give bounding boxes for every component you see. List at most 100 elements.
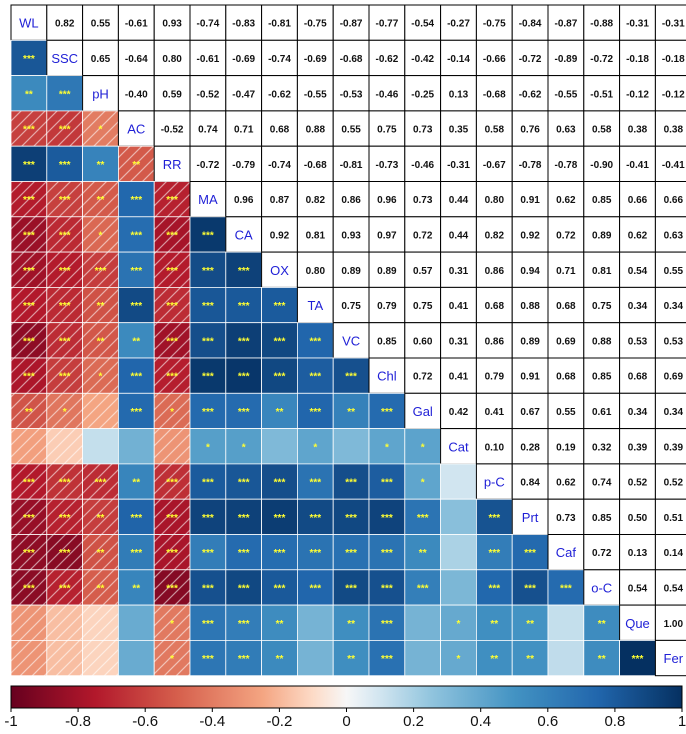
value-cell xyxy=(440,145,477,182)
value-cell xyxy=(261,39,298,77)
value-cell xyxy=(189,39,227,77)
correlation-value: 0.13 xyxy=(449,89,469,100)
significance-mark: *** xyxy=(345,548,357,559)
correlation-value: 0.73 xyxy=(556,513,576,524)
significance-mark: ** xyxy=(598,619,606,630)
negative-hatch xyxy=(11,110,47,147)
correlation-value: 0.91 xyxy=(520,372,540,383)
significance-mark: * xyxy=(170,619,174,630)
correlation-value: 0.55 xyxy=(341,125,361,136)
significance-mark: *** xyxy=(23,336,35,347)
significance-mark: *** xyxy=(238,266,250,277)
significance-mark: *** xyxy=(23,160,35,171)
significance-mark: *** xyxy=(166,230,178,241)
variable-label: pH xyxy=(92,86,109,101)
value-cell xyxy=(654,357,686,394)
diagonal-cell xyxy=(547,534,585,571)
value-cell xyxy=(654,39,686,77)
correlation-value: 0.68 xyxy=(556,372,576,383)
value-cell xyxy=(225,181,263,218)
value-cell xyxy=(583,322,621,359)
color-cell xyxy=(189,392,227,429)
negative-hatch xyxy=(154,640,190,676)
value-cell xyxy=(404,216,442,253)
significance-mark: *** xyxy=(59,230,71,241)
value-cell xyxy=(404,286,442,324)
value-cell xyxy=(547,322,585,359)
color-cell xyxy=(547,640,585,677)
significance-mark: *** xyxy=(59,513,71,524)
significance-mark: *** xyxy=(238,583,250,594)
correlation-value: -0.75 xyxy=(483,19,506,30)
value-cell xyxy=(296,39,334,77)
value-cell xyxy=(619,251,656,288)
negative-hatch xyxy=(118,146,155,182)
negative-hatch xyxy=(46,110,83,147)
correlation-value: 0.92 xyxy=(270,230,290,241)
negative-hatch xyxy=(46,216,83,253)
negative-hatch xyxy=(154,534,190,570)
color-cell xyxy=(225,286,263,324)
color-cell xyxy=(118,498,155,535)
significance-mark: *** xyxy=(130,195,142,206)
correlation-value: -0.12 xyxy=(626,89,649,100)
value-cell xyxy=(475,181,513,218)
color-cell xyxy=(583,640,620,677)
significance-mark: *** xyxy=(309,478,321,489)
color-cell xyxy=(475,604,513,641)
color-cell xyxy=(475,498,513,535)
color-cell xyxy=(261,428,298,465)
variable-label: AC xyxy=(127,122,145,137)
significance-mark: ** xyxy=(132,160,140,171)
negative-hatch xyxy=(154,216,190,253)
color-cell xyxy=(296,604,334,641)
correlation-value: 0.41 xyxy=(485,407,505,418)
correlation-value: 0.39 xyxy=(628,442,648,453)
significance-mark: *** xyxy=(166,478,178,489)
significance-mark: * xyxy=(63,407,67,418)
value-cell xyxy=(332,145,370,182)
significance-mark: *** xyxy=(59,125,71,136)
significance-mark: *** xyxy=(488,583,500,594)
negative-hatch xyxy=(82,358,119,394)
value-cell xyxy=(261,4,298,41)
correlation-value: 0.39 xyxy=(664,442,684,453)
correlation-value: 0.89 xyxy=(341,266,361,277)
correlation-value: 0.62 xyxy=(556,478,576,489)
correlation-value: 0.41 xyxy=(449,301,469,312)
correlation-value: 0.62 xyxy=(556,195,576,206)
significance-mark: ** xyxy=(97,301,105,312)
value-cell xyxy=(404,75,442,112)
color-cell xyxy=(296,534,334,571)
correlation-value: 0.34 xyxy=(628,407,648,418)
correlation-value: 0.69 xyxy=(556,336,576,347)
significance-mark: *** xyxy=(23,125,35,136)
significance-mark: *** xyxy=(130,230,142,241)
negative-hatch xyxy=(46,181,83,217)
correlation-value: -0.66 xyxy=(483,54,506,65)
value-cell xyxy=(404,357,442,394)
correlation-value: 0.44 xyxy=(449,230,469,241)
correlation-value: -0.12 xyxy=(662,89,685,100)
correlation-value: 0.57 xyxy=(413,266,433,277)
significance-mark: *** xyxy=(238,619,250,630)
negative-hatch xyxy=(154,358,190,394)
correlation-value: 0.67 xyxy=(520,407,540,418)
correlation-value: -0.51 xyxy=(590,89,613,100)
color-cell xyxy=(404,604,441,641)
variable-label: Gal xyxy=(413,404,433,419)
correlation-value: 0.32 xyxy=(592,442,612,453)
correlation-value: 0.93 xyxy=(162,19,182,30)
significance-mark: *** xyxy=(202,407,214,418)
colorbar-tick-label: 0.2 xyxy=(403,713,424,730)
significance-mark: * xyxy=(313,442,317,453)
negative-hatch xyxy=(46,534,83,570)
color-cell xyxy=(296,357,334,394)
diagonal-cell xyxy=(82,75,119,112)
negative-hatch xyxy=(154,252,190,288)
correlation-value: 0.72 xyxy=(413,230,433,241)
value-cell xyxy=(332,75,370,112)
value-cell xyxy=(654,463,686,500)
color-cell xyxy=(440,640,477,677)
color-cell xyxy=(261,322,298,359)
